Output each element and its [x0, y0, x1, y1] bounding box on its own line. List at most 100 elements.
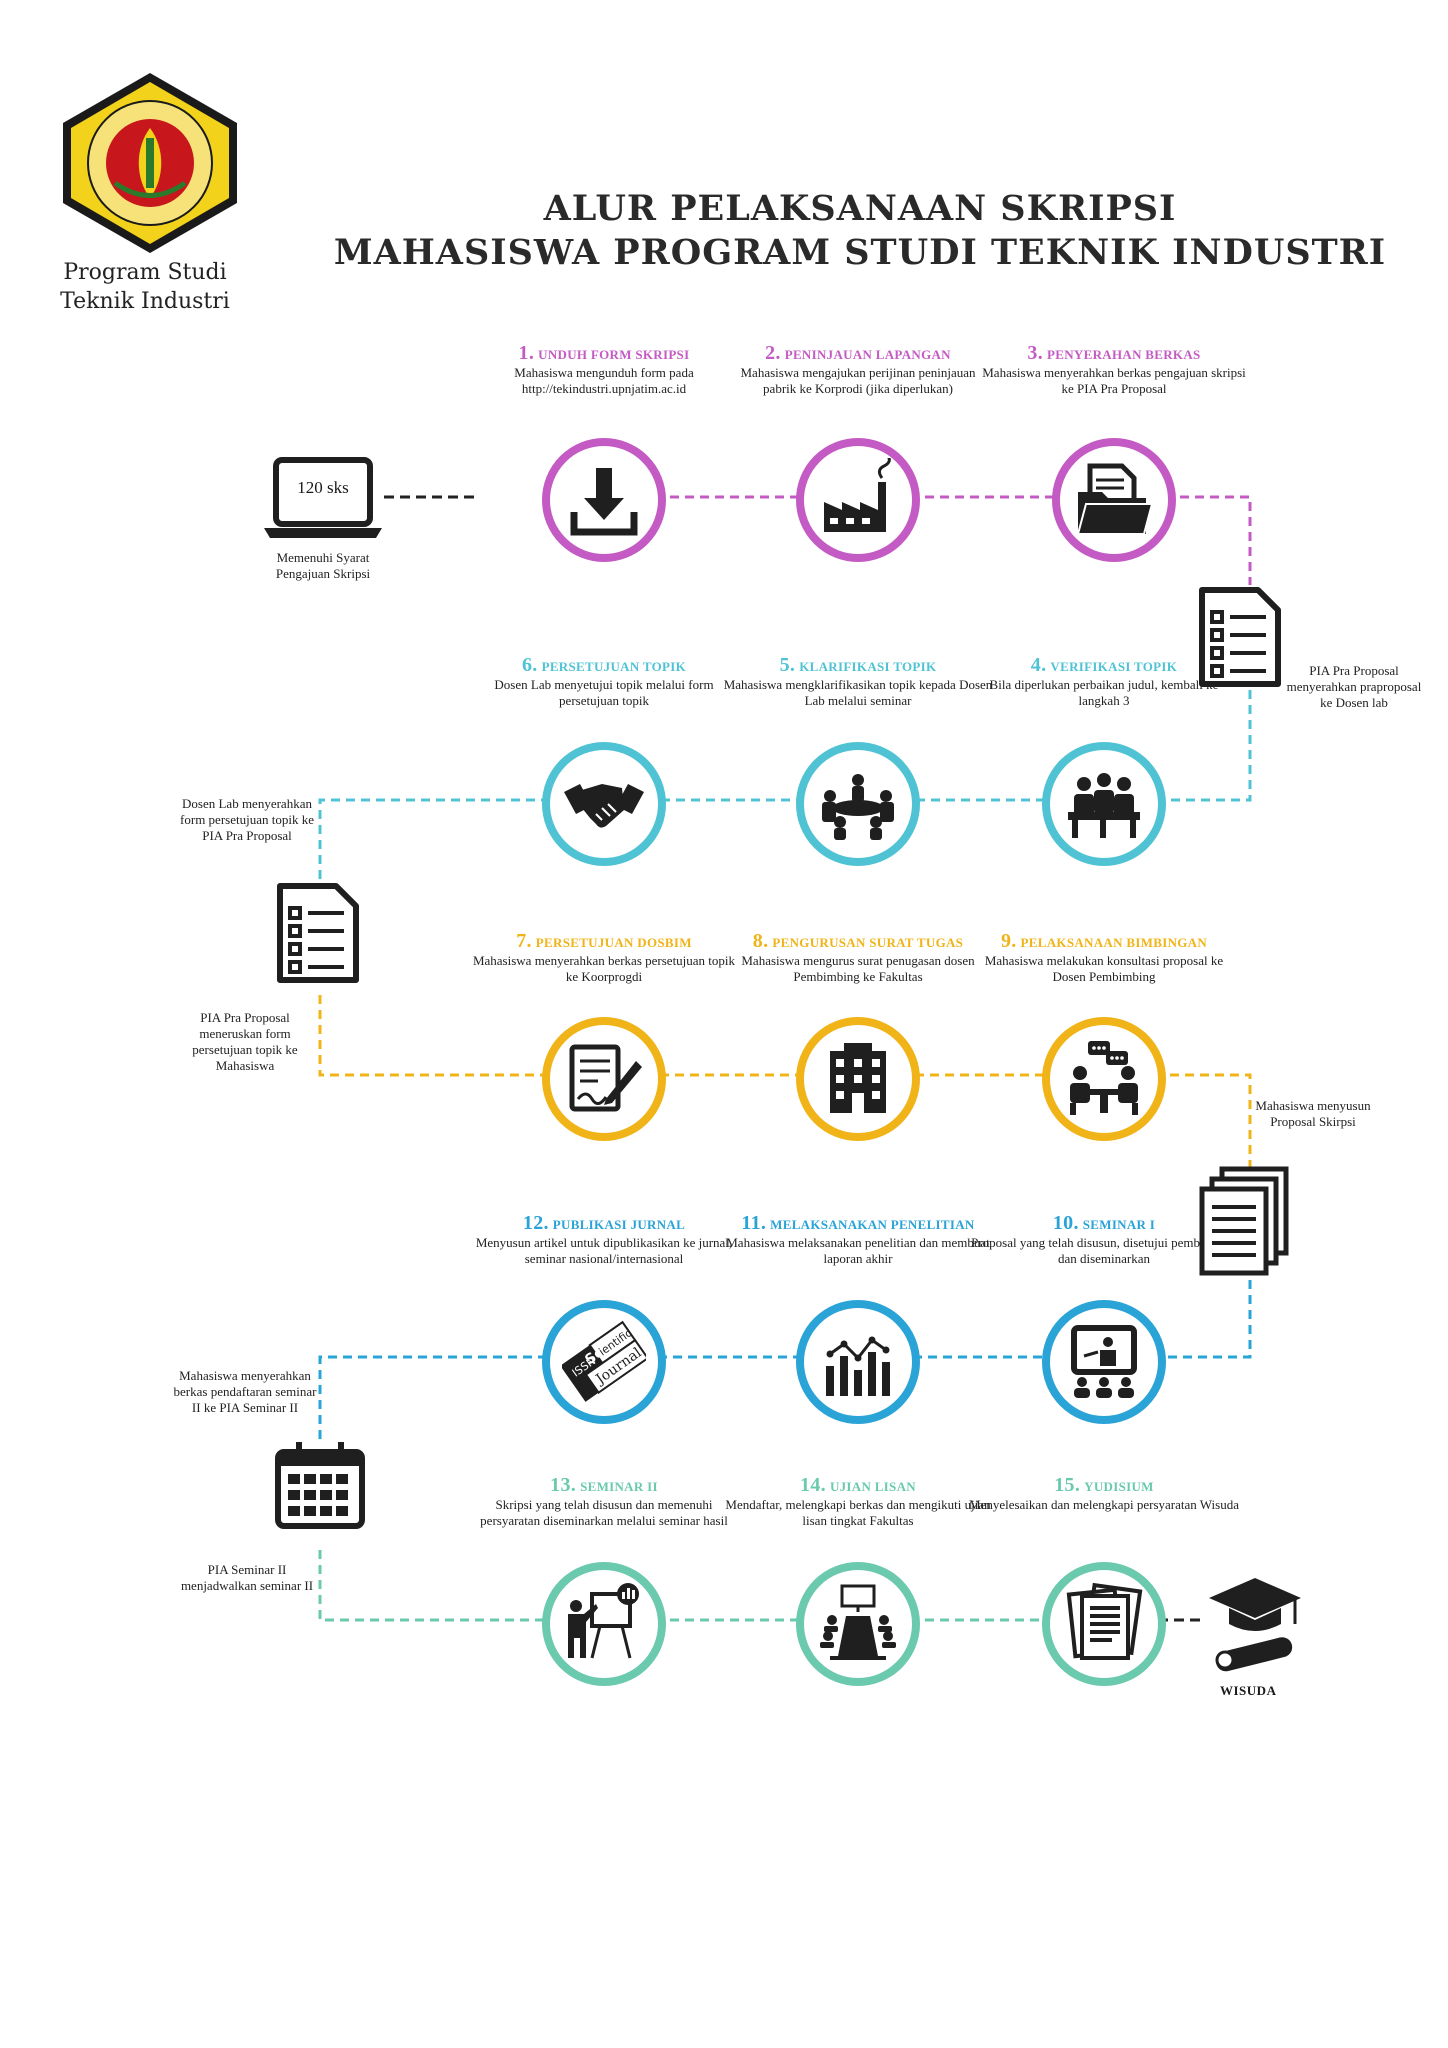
step-4-circle	[1042, 742, 1166, 866]
step-4-description: Bila diperlukan perbaikan judul, kembali…	[989, 677, 1219, 708]
note-pia-seminar2: PIA Seminar II menjadwalkan seminar II	[180, 1562, 314, 1593]
step-title-text: UJIAN LISAN	[829, 1479, 916, 1494]
step-2-title: 2. PENINJAUAN LAPANGAN	[733, 342, 983, 365]
step-6-circle	[542, 742, 666, 866]
step-3-circle	[1052, 438, 1176, 562]
side-documents-stack	[1198, 1165, 1294, 1282]
step-5-circle	[796, 742, 920, 866]
building-icon	[830, 1043, 886, 1113]
step-13-circle	[542, 1562, 666, 1686]
step-number: 1.	[518, 342, 535, 364]
page-subtitle: MAHASISWA PROGRAM STUDI TEKNIK INDUSTRI	[333, 232, 1387, 273]
step-12-title: 12. PUBLIKASI JURNAL	[479, 1212, 729, 1235]
step-title-text: KLARIFIKASI TOPIK	[799, 659, 937, 674]
start-laptop: 120 sks	[262, 456, 384, 547]
page-title: ALUR PELAKSANAAN SKRIPSI	[543, 188, 1177, 229]
step-number: 13.	[550, 1474, 577, 1496]
laptop-icon	[264, 457, 382, 538]
bar-chart-icon	[826, 1336, 890, 1396]
step-10-description: Proposal yang telah disusun, disetujui p…	[971, 1235, 1237, 1266]
step-number: 6.	[521, 654, 538, 676]
step-title-text: PERSETUJUAN TOPIK	[541, 659, 686, 674]
step-14-title: 14. UJIAN LISAN	[733, 1474, 983, 1497]
step-number: 14.	[800, 1474, 826, 1496]
step-15-description: Menyelesaikan dan melengkapi persyaratan…	[969, 1497, 1239, 1512]
step-number: 7.	[516, 930, 532, 952]
note-pia-pra-proposal: PIA Pra Proposal menyerahkan praproposal…	[1286, 663, 1422, 710]
step-5-title: 5. KLARIFIKASI TOPIK	[733, 654, 983, 677]
step-7-description: Mahasiswa menyerahkan berkas persetujuan…	[472, 953, 736, 984]
step-title-text: SEMINAR I	[1082, 1217, 1156, 1232]
step-3-description: Mahasiswa menyerahkan berkas pengajuan s…	[982, 365, 1246, 396]
end-graduation	[1205, 1572, 1305, 1677]
step-title-text: PENYERAHAN BERKAS	[1047, 347, 1201, 362]
handshake-icon	[564, 784, 644, 828]
note-dosen-lab: Dosen Lab menyerahkan form persetujuan t…	[180, 796, 314, 843]
conference-icon	[820, 1584, 896, 1660]
step-13-title: 13. SEMINAR II	[479, 1474, 729, 1497]
step-1-circle	[542, 438, 666, 562]
step-title-text: UNDUH FORM SKRIPSI	[538, 347, 690, 362]
step-7-circle	[542, 1017, 666, 1141]
university-logo	[63, 73, 237, 253]
step-8-description: Mahasiswa mengurus surat penugasan dosen…	[741, 953, 975, 984]
step-9-circle	[1042, 1017, 1166, 1141]
step-title-text: PUBLIKASI JURNAL	[552, 1217, 686, 1232]
step-title-text: PERSETUJUAN DOSBIM	[535, 935, 692, 950]
step-2-description: Mahasiswa mengajukan perijinan peninjaua…	[740, 365, 976, 396]
step-11-description: Mahasiswa melaksanakan penelitian dan me…	[726, 1235, 990, 1266]
presenter-icon	[568, 1583, 639, 1659]
step-11-title: 11. MELAKSANAKAN PENELITIAN	[733, 1212, 983, 1235]
step-9-title: 9. PELAKSANAAN BIMBINGAN	[979, 930, 1229, 953]
presentation-screen-icon	[1071, 1325, 1137, 1398]
folder-icon	[1076, 463, 1154, 535]
step-2-circle	[796, 438, 920, 562]
graduation-icon	[1209, 1578, 1301, 1672]
step-title-text: PELAKSANAAN BIMBINGAN	[1020, 935, 1208, 950]
side-checklist-1	[1196, 584, 1284, 697]
step-6-description: Dosen Lab menyetujui topik melalui form …	[494, 677, 714, 708]
step-number: 8.	[752, 930, 769, 952]
step-1-description: Mahasiswa mengunduh form pada http://tek…	[514, 365, 694, 396]
step-title-text: YUDISIUM	[1084, 1479, 1154, 1494]
step-number: 3.	[1027, 342, 1044, 364]
step-15-title: 15. YUDISIUM	[979, 1474, 1229, 1497]
step-7-title: 7. PERSETUJUAN DOSBIM	[479, 930, 729, 953]
step-5-description: Mahasiswa mengklarifikasikan topik kepad…	[723, 677, 993, 708]
side-calendar	[272, 1436, 368, 1537]
end-label: WISUDA	[1220, 1683, 1277, 1698]
step-9-description: Mahasiswa melakukan konsultasi proposal …	[984, 953, 1224, 984]
step-number: 10.	[1052, 1212, 1079, 1234]
checklist-icon	[277, 883, 359, 983]
step-title-text: SEMINAR II	[580, 1479, 658, 1494]
step-14-description: Mendaftar, melengkapi berkas dan mengiku…	[725, 1497, 991, 1528]
step-title-text: MELAKSANAKAN PENELITIAN	[770, 1217, 975, 1232]
step-12-description: Menyusun artikel untuk dipublikasikan ke…	[475, 1235, 733, 1266]
step-title-text: PENGURUSAN SURAT TUGAS	[772, 935, 964, 950]
step-number: 15.	[1054, 1474, 1081, 1496]
step-number: 9.	[1000, 930, 1017, 952]
step-number: 11.	[741, 1212, 767, 1234]
side-checklist-2	[274, 880, 362, 993]
step-10-circle	[1042, 1300, 1166, 1424]
note-mahasiswa-proposal: Mahasiswa menyusun Proposal Skirpsi	[1255, 1098, 1371, 1129]
laptop-label: 120 sks	[297, 478, 349, 497]
document-stack-icon	[1199, 1166, 1289, 1276]
step-3-title: 3. PENYERAHAN BERKAS	[989, 342, 1239, 365]
documents-icon	[1066, 1582, 1143, 1660]
note-mahasiswa-seminar2: Mahasiswa menyerahkan berkas pendaftaran…	[173, 1368, 317, 1415]
step-8-title: 8. PENGURUSAN SURAT TUGAS	[733, 930, 983, 953]
step-13-description: Skripsi yang telah disusun dan memenuhi …	[480, 1497, 728, 1528]
round-table-icon	[822, 774, 894, 840]
program-line-1: Program Studi	[63, 260, 227, 285]
checklist-icon	[1199, 587, 1281, 687]
step-1-title: 1. UNDUH FORM SKRIPSI	[479, 342, 729, 365]
program-line-2: Teknik Industri	[60, 289, 230, 314]
factory-icon	[824, 458, 891, 532]
program-name: Program Studi Teknik Industri	[40, 258, 250, 316]
step-8-circle	[796, 1017, 920, 1141]
step-12-circle: ISSN Sc ientific Journal	[542, 1300, 666, 1424]
step-10-title: 10. SEMINAR I	[979, 1212, 1229, 1235]
calendar-icon	[275, 1442, 365, 1529]
